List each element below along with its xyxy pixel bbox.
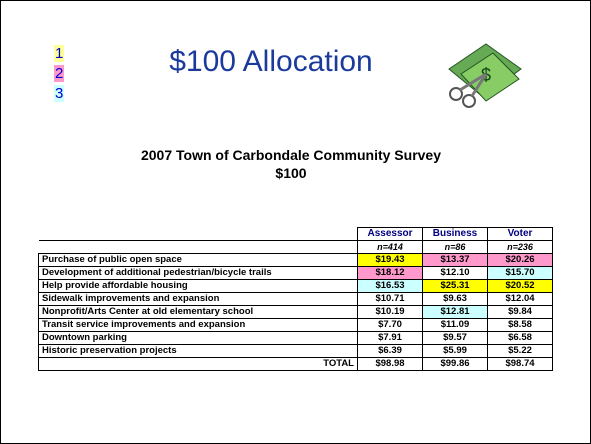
total-cell: $98.74 xyxy=(487,357,553,371)
value-cell: $8.58 xyxy=(487,318,553,332)
sample-size: n=86 xyxy=(422,240,488,254)
sample-size: n=236 xyxy=(487,240,553,254)
value-cell: $6.39 xyxy=(357,344,423,358)
sample-row: n=414 n=86 n=236 xyxy=(38,240,553,254)
data-row: Help provide affordable housing $16.53 $25… xyxy=(38,279,553,293)
blank-cell xyxy=(38,227,358,241)
value-cell: $9.84 xyxy=(487,305,553,319)
value-cell: $10.19 xyxy=(357,305,423,319)
value-cell: $15.70 xyxy=(487,266,553,280)
value-cell: $20.52 xyxy=(487,279,553,293)
value-cell: $6.58 xyxy=(487,331,553,345)
row-label: Nonprofit/Arts Center at old elementary … xyxy=(38,305,358,319)
money-clipart: $ xyxy=(448,43,522,108)
column-header: Voter xyxy=(487,227,553,241)
row-label: Purchase of public open space xyxy=(38,253,358,267)
data-row: Transit service improvements and expansi… xyxy=(38,318,553,332)
subtitle: 2007 Town of Carbondale Community Survey xyxy=(140,147,442,163)
value-cell: $12.10 xyxy=(422,266,488,280)
value-cell: $16.53 xyxy=(357,279,423,293)
total-label: TOTAL xyxy=(38,357,358,371)
value-cell: $10.71 xyxy=(357,292,423,306)
row-label: Transit service improvements and expansi… xyxy=(38,318,358,332)
column-header: Business xyxy=(422,227,488,241)
value-cell: $25.31 xyxy=(422,279,488,293)
value-cell: $7.91 xyxy=(357,331,423,345)
sample-size: n=414 xyxy=(357,240,423,254)
value-cell: $9.57 xyxy=(422,331,488,345)
title: $100 Allocation xyxy=(169,45,373,78)
value-cell: $5.99 xyxy=(422,344,488,358)
data-row: Historic preservation projects $6.39 $5.99… xyxy=(38,344,553,358)
legend-1: 1 xyxy=(54,45,65,62)
value-cell: $5.22 xyxy=(487,344,553,358)
data-row: Nonprofit/Arts Center at old elementary … xyxy=(38,305,553,319)
total-cell: $99.86 xyxy=(422,357,488,371)
row-label: Historic preservation projects xyxy=(38,344,358,358)
row-label: Development of additional pedestrian/bic… xyxy=(38,266,358,280)
value-cell: $13.37 xyxy=(422,253,488,267)
value-cell: $18.12 xyxy=(357,266,423,280)
value-cell: $11.09 xyxy=(422,318,488,332)
value-cell: $20.26 xyxy=(487,253,553,267)
data-row: Purchase of public open space $19.43 $13.3… xyxy=(38,253,553,267)
data-row: Sidewalk improvements and expansion $10.7… xyxy=(38,292,553,306)
row-label: Downtown parking xyxy=(38,331,358,345)
header-row: Assessor Business Voter xyxy=(38,227,553,241)
total-cell: $98.98 xyxy=(357,357,423,371)
data-row: Downtown parking $7.91 $9.57 $6.58 xyxy=(38,331,553,345)
row-label: Help provide affordable housing xyxy=(38,279,358,293)
value-cell: $7.70 xyxy=(357,318,423,332)
legend-2: 2 xyxy=(54,65,65,82)
total-row: TOTAL $98.98 $99.86 $98.74 xyxy=(38,357,553,371)
blank-cell xyxy=(38,240,358,254)
value-cell: $12.04 xyxy=(487,292,553,306)
value-cell: $9.63 xyxy=(422,292,488,306)
data-row: Development of additional pedestrian/bic… xyxy=(38,266,553,280)
value-cell: $19.43 xyxy=(357,253,423,267)
value-cell: $12.81 xyxy=(422,305,488,319)
row-label: Sidewalk improvements and expansion xyxy=(38,292,358,306)
allocation-table: Assessor Business Voter n=414 n=86 n=236 Purch… xyxy=(38,227,553,371)
column-header: Assessor xyxy=(357,227,423,241)
subtitle: $100 xyxy=(275,165,307,181)
legend-3: 3 xyxy=(54,85,65,102)
